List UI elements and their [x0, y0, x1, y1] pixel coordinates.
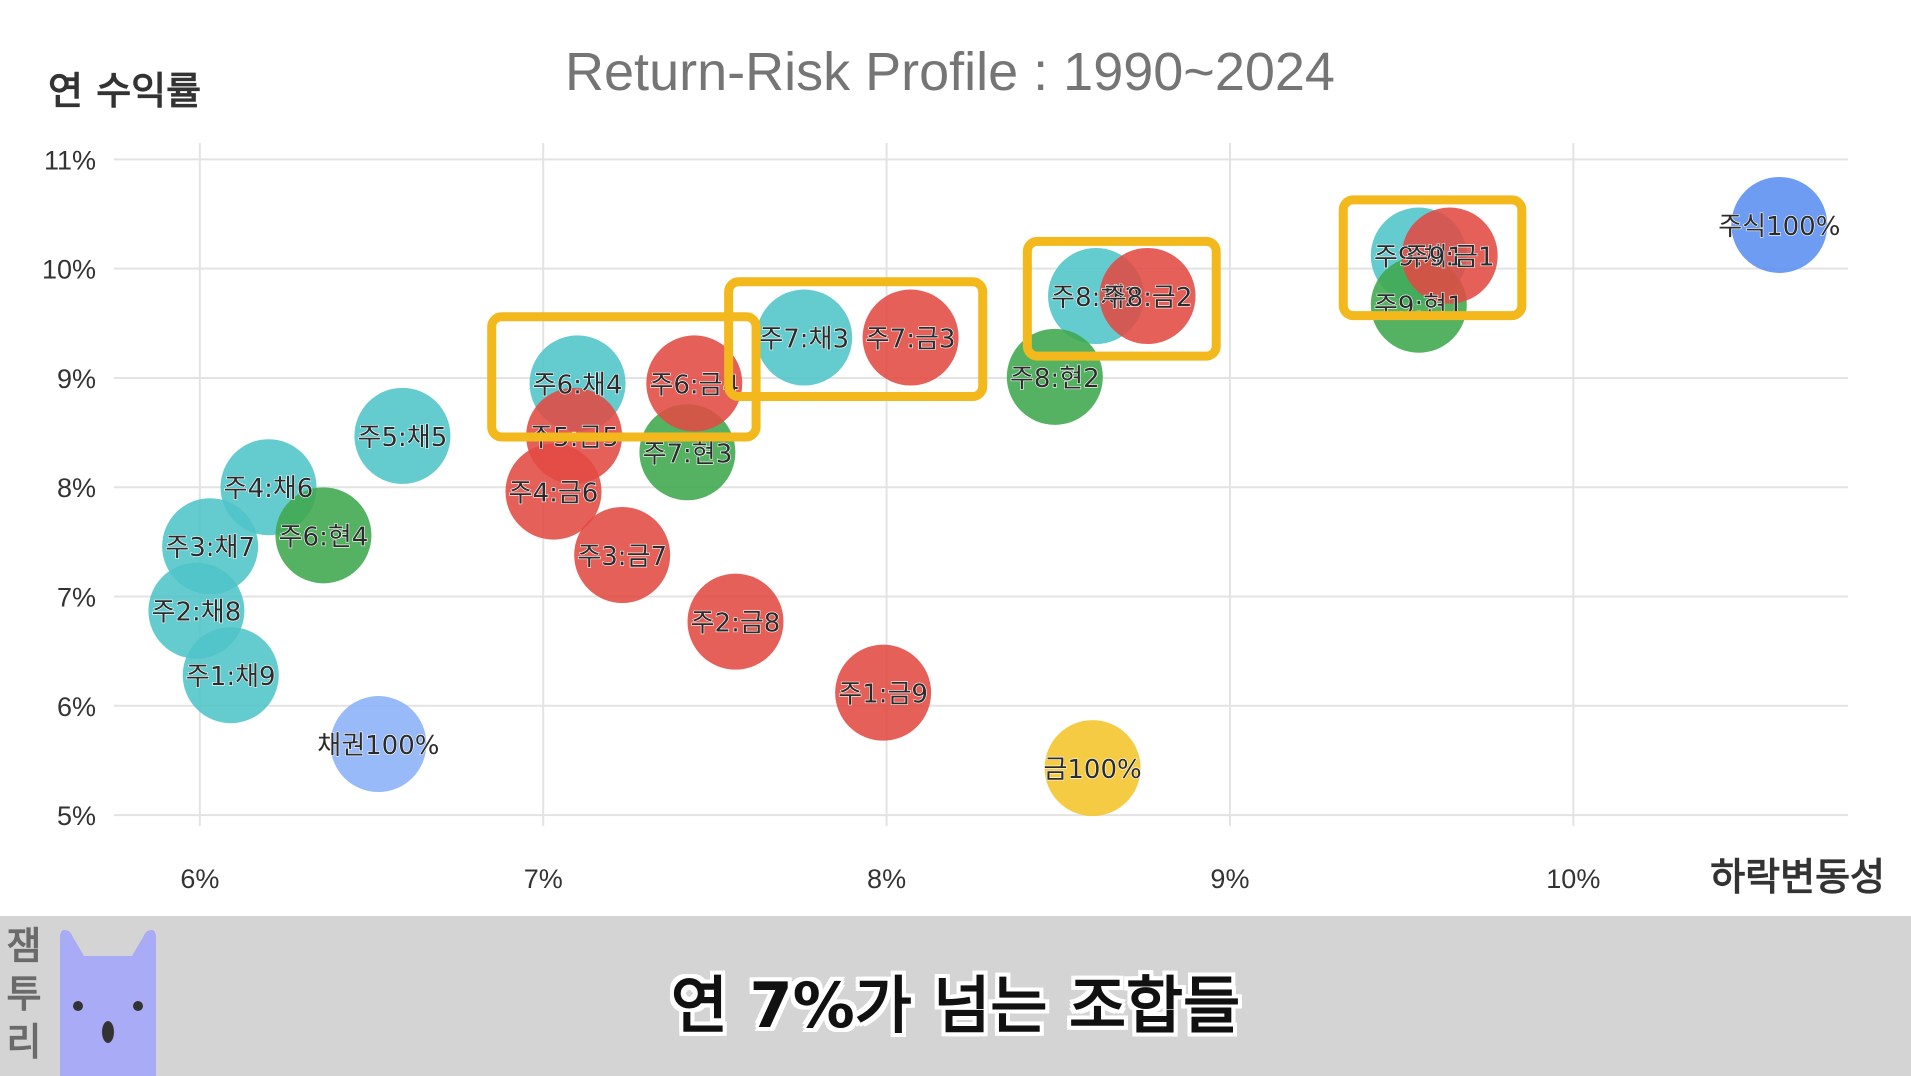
data-point-label: 채권100% [317, 731, 439, 761]
y-axis-label: 연 수익률 [48, 69, 201, 113]
data-point [330, 696, 427, 793]
x-tick-label: 9% [1210, 864, 1249, 894]
brand-logo-text: 잼 투 리 [4, 922, 44, 1066]
axis-ticks: 5% 6% 7% 8% 9% 10% 11% 6% 7% 8% 9% 10% [42, 145, 1600, 894]
y-tick-label: 9% [57, 364, 96, 394]
data-point-label: 주4:채6 [224, 474, 314, 504]
x-tick-label: 10% [1546, 864, 1600, 894]
data-points [148, 176, 1828, 817]
bunny-icon [60, 930, 156, 1076]
subtitle-caption: 연 7%가 넘는 조합들 [670, 969, 1241, 1042]
data-point-label: 주5:채5 [358, 423, 448, 453]
data-point [574, 506, 671, 603]
data-point-label: 주8:현2 [1010, 364, 1100, 394]
data-point-label: 금100% [1043, 755, 1141, 785]
y-tick-label: 7% [57, 583, 96, 613]
highlight-box [724, 277, 988, 402]
y-tick-label: 6% [57, 692, 96, 722]
x-axis-label: 하락변동성 [1710, 855, 1885, 899]
y-tick-label: 11% [44, 145, 96, 175]
data-point-label: 주1:금9 [838, 680, 928, 710]
data-point-label: 주6:현4 [279, 522, 369, 552]
y-tick-label: 5% [57, 801, 96, 831]
x-tick-label: 8% [867, 864, 906, 894]
data-point [1731, 176, 1828, 273]
data-point-label: 주1:채9 [186, 662, 276, 692]
data-point-label: 주8:채2 [1051, 283, 1141, 313]
data-point-label: 주2:금8 [691, 609, 781, 639]
data-point [1401, 207, 1498, 304]
data-point-label: 주2:채8 [152, 598, 242, 628]
data-point-label: 주9:채1 [1374, 243, 1464, 273]
data-point-label: 주4:금6 [509, 479, 599, 509]
data-point-label: 주8:금2 [1103, 283, 1193, 313]
data-point-label: 주6:채4 [533, 370, 623, 400]
brand-char: 리 [6, 1020, 42, 1064]
data-point [646, 335, 743, 432]
x-tick-label: 7% [524, 864, 563, 894]
data-point-label: 주7:채3 [759, 325, 849, 355]
data-point [354, 387, 451, 484]
data-point [639, 404, 736, 501]
data-point [756, 289, 853, 386]
y-tick-label: 10% [42, 255, 96, 285]
highlight-box [1022, 236, 1221, 361]
data-point [162, 498, 259, 595]
data-point [862, 289, 959, 386]
highlight-boxes [487, 195, 1527, 442]
data-point-label: 주7:현3 [643, 439, 733, 469]
x-tick-label: 6% [180, 864, 219, 894]
data-point-label: 주식100% [1718, 212, 1840, 242]
data-point [1099, 247, 1196, 344]
data-point [835, 644, 932, 741]
chart-title: Return-Risk Profile : 1990~2024 [565, 42, 1335, 102]
highlight-box [487, 312, 761, 442]
data-point-label: 주7:금3 [866, 325, 956, 355]
highlight-box [1338, 195, 1527, 321]
brand-char: 투 [6, 972, 42, 1016]
subtitle-bar [0, 916, 1911, 1076]
data-point-label: 주3:금7 [577, 542, 667, 572]
data-point [687, 573, 784, 670]
data-point-label: 주3:채7 [165, 533, 255, 563]
data-point-label: 주9:금1 [1405, 243, 1495, 273]
scatter-chart: 5% 6% 7% 8% 9% 10% 11% 6% 7% 8% 9% 10% 주1:채9 주2:채8 주3… [42, 42, 1885, 899]
y-tick-label: 8% [57, 473, 96, 503]
data-point [275, 487, 372, 584]
brand-char: 잼 [6, 924, 42, 968]
point-labels: 주1:채9 주2:채8 주3:채7 주4:채6 주5:채5 주6:채4 주7:채3 주8:채2… [151, 211, 1841, 785]
data-point [1044, 720, 1141, 817]
